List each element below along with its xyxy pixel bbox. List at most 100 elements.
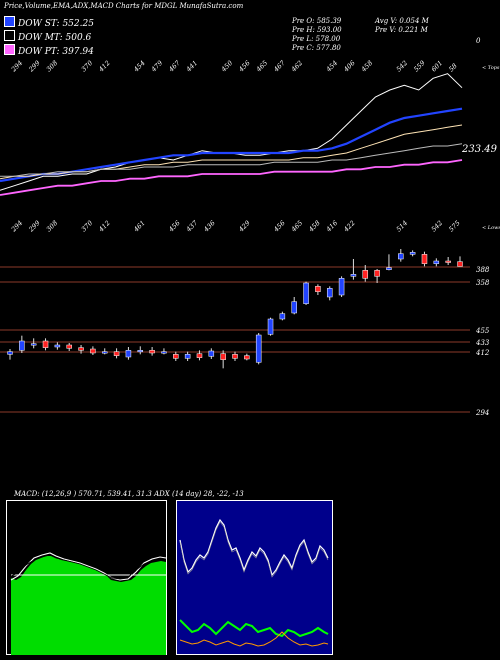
macd-histogram xyxy=(11,556,166,655)
bottom-tick-label: 294 xyxy=(9,219,24,234)
top-tick-label: 542 xyxy=(395,59,409,73)
tops-label: < Tops xyxy=(482,65,500,71)
candle-body xyxy=(137,350,144,353)
top-tick-label: 462 xyxy=(289,59,304,74)
candle-body xyxy=(433,260,440,264)
legend-swatch-mt xyxy=(4,30,15,41)
bottom-tick-label: 299 xyxy=(27,219,42,234)
macd-adx-label: MACD: (12,26,9 ) 570.71, 539.41, 31.3 AD… xyxy=(14,490,244,498)
candle-body xyxy=(78,347,84,351)
top-tick-label: 465 xyxy=(254,59,269,74)
top-tick-label: 479 xyxy=(149,59,164,74)
candle-body xyxy=(101,351,108,354)
adx-minus-di-line xyxy=(179,631,329,647)
ema-series-line xyxy=(0,107,463,183)
candle-body xyxy=(362,270,369,279)
top-tick-label: 294 xyxy=(9,59,24,74)
candle-body xyxy=(279,313,286,320)
top-tick-label: 601 xyxy=(430,59,444,73)
legend-item-st: DOW ST: 552.25 xyxy=(4,16,94,29)
candle-body xyxy=(30,343,37,346)
legend-label-pt: DOW PT: 397.94 xyxy=(18,47,94,57)
candle-body xyxy=(232,354,238,359)
candle-body xyxy=(267,318,274,335)
price-ema-chart: 294 299 308 370 412 454 479 467 441 450 456 465 467 4… xyxy=(0,58,500,417)
candle-body xyxy=(291,301,297,314)
candle-body xyxy=(398,253,404,260)
candle-body xyxy=(42,340,49,348)
stat-pre-low: Pre L: 578.00 xyxy=(292,35,341,43)
bottom-tick-label: 458 xyxy=(307,219,322,234)
stat-pre-high: Pre H: 593.00 xyxy=(292,26,342,34)
top-tick-label: 467 xyxy=(167,58,183,74)
macd-histogram-area xyxy=(11,556,166,655)
candle-body xyxy=(90,348,96,354)
candle-body xyxy=(338,278,345,296)
bottom-tick-label: 429 xyxy=(237,219,252,234)
bottom-tick-label: 308 xyxy=(45,219,59,233)
adx-line-shadow xyxy=(179,521,329,578)
top-tick-label: 456 xyxy=(237,59,252,74)
bottom-tick-label: 370 xyxy=(80,219,94,233)
adx-panel xyxy=(176,500,333,655)
legend-swatch-pt xyxy=(4,44,15,55)
candle-body xyxy=(125,350,132,358)
stat-avg-volume: Avg V: 0.054 M xyxy=(375,17,429,25)
level-label: 433 xyxy=(475,339,490,347)
legend-item-pt: DOW PT: 397.94 xyxy=(4,44,94,57)
bottom-tick-label: 437 xyxy=(184,218,200,234)
candle-body xyxy=(161,351,167,354)
candle-body xyxy=(113,351,120,356)
candle-body xyxy=(315,286,321,292)
top-tick-label: 412 xyxy=(97,59,112,74)
chart-title: Price,Volume,EMA,ADX,MACD Charts for MDG… xyxy=(4,2,244,10)
legend-swatch-st xyxy=(4,16,15,27)
top-tick-label: 450 xyxy=(219,59,234,74)
candle-body xyxy=(303,282,309,304)
bottom-tick-label: 412 xyxy=(97,219,112,234)
candle-body xyxy=(220,353,226,360)
candle-body xyxy=(19,340,25,351)
ema-price-label: 233.49 xyxy=(461,144,498,155)
level-label: 294 xyxy=(475,409,489,417)
top-tick-label: 454 xyxy=(324,59,339,74)
candle-body xyxy=(208,350,215,357)
candle-body xyxy=(244,355,250,360)
top-tick-label: 441 xyxy=(184,59,199,74)
candle-body xyxy=(350,274,357,277)
ema-series-line xyxy=(0,124,463,180)
ema-series-line xyxy=(0,143,463,177)
adx-frame xyxy=(176,500,333,655)
macd-signal-line xyxy=(10,554,166,580)
top-tick-label: 454 xyxy=(132,59,147,74)
candle-body xyxy=(409,252,416,255)
level-label: 358 xyxy=(476,279,490,287)
bottom-tick-label: 456 xyxy=(167,219,182,234)
candle-body xyxy=(66,344,72,349)
adx-line xyxy=(179,518,329,577)
candle-body xyxy=(149,350,155,354)
level-label: 455 xyxy=(475,327,490,335)
bottom-tick-label: 461 xyxy=(132,219,147,234)
top-tick-label: 458 xyxy=(359,59,374,74)
bottom-tick-label: 422 xyxy=(342,219,357,234)
candle-body xyxy=(196,353,203,358)
candle-body xyxy=(54,344,61,348)
corner-label: 0 xyxy=(476,37,481,45)
stat-pre-volume: Pre V: 0.221 M xyxy=(375,26,428,34)
top-tick-label: 559 xyxy=(412,59,426,73)
macd-panel xyxy=(6,500,167,655)
candle-body xyxy=(421,254,428,264)
top-tick-label: 406 xyxy=(342,59,357,74)
candle-body xyxy=(326,288,333,298)
candle-body xyxy=(173,354,179,359)
legend-label-st: DOW ST: 552.25 xyxy=(18,19,94,29)
bottom-tick-label: 436 xyxy=(202,219,217,234)
level-label: 388 xyxy=(476,266,490,274)
candle-body xyxy=(255,334,262,363)
candle-body xyxy=(445,260,451,263)
bottom-tick-label: 416 xyxy=(324,219,339,234)
candle-body xyxy=(374,270,380,277)
candle-body xyxy=(7,351,13,355)
legend-label-mt: DOW MT: 500.6 xyxy=(18,33,92,43)
